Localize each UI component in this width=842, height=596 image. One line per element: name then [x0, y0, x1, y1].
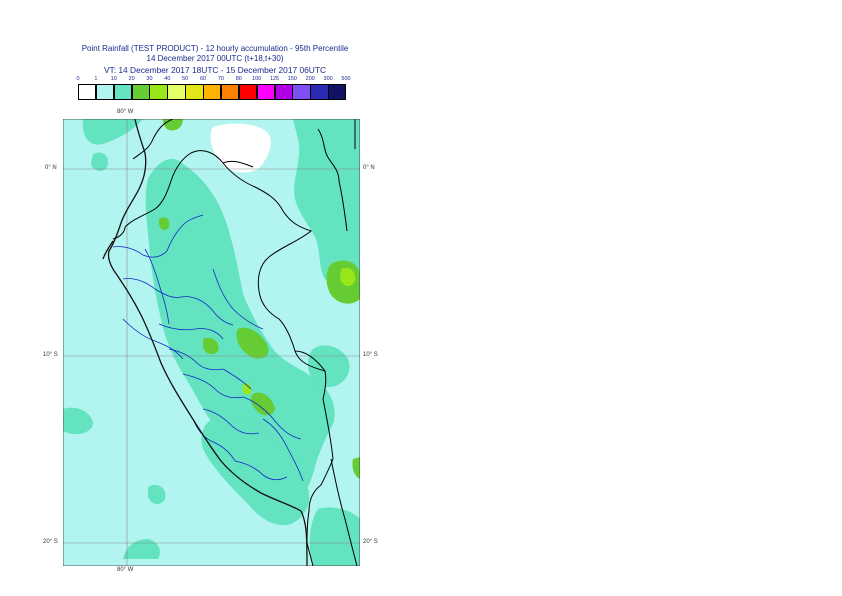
- legend-tick-label: 1: [94, 76, 98, 82]
- lat-label-10-right: 10° S: [363, 352, 378, 358]
- legend-tick-label: 100: [252, 76, 262, 82]
- legend-color-box: [167, 84, 186, 100]
- map-subtitle-validity: VT: 14 December 2017 18UTC - 15 December…: [103, 65, 327, 75]
- legend-tick-label: 10: [110, 76, 117, 82]
- rainfall-zone-30-40: [242, 267, 356, 395]
- lat-label-0-right: 0° N: [363, 165, 375, 171]
- legend-color-box: [274, 84, 293, 100]
- legend-tick-label: 20: [128, 76, 135, 82]
- legend-color-box: [256, 84, 276, 100]
- legend-tick-label: 80: [235, 76, 242, 82]
- rainfall-map: [63, 119, 360, 566]
- legend-color-box: [292, 84, 311, 100]
- legend-color-box: [328, 84, 347, 100]
- legend-color-box: [131, 84, 150, 100]
- legend-tick-label: 70: [217, 76, 224, 82]
- legend-color-box: [113, 84, 133, 100]
- dry-area: [210, 123, 271, 173]
- legend-color-box: [310, 84, 329, 100]
- legend-tick-label: 60: [200, 76, 207, 82]
- legend-color-box: [149, 84, 168, 100]
- country-boundaries: [112, 119, 358, 566]
- legend-tick-label: 0: [76, 76, 80, 82]
- legend-color-box: [95, 84, 115, 100]
- map-subtitle-run: 14 December 2017 00UTC (t+18,t+30): [146, 54, 284, 63]
- legend-tick-label: 50: [182, 76, 189, 82]
- lon-label-top: 80° W: [117, 109, 134, 115]
- legend-color-box: [185, 84, 204, 100]
- lat-label-20-right: 20° S: [363, 539, 378, 545]
- legend-color-box: [203, 84, 222, 100]
- legend-tick-label: 300: [323, 76, 333, 82]
- legend-tick-label: 200: [305, 76, 315, 82]
- legend-color-box: [78, 84, 97, 100]
- regional-boundaries: [112, 214, 304, 482]
- color-legend: 0 1 10 20 30 40 50 60 70 80 100 125 150 200 300 500: [76, 76, 351, 102]
- legend-tick-label: 500: [341, 76, 351, 82]
- legend-tick-label: 125: [269, 76, 280, 82]
- legend-color-box: [220, 84, 240, 100]
- coastline: [102, 119, 308, 566]
- legend-tick-label: 40: [164, 76, 171, 82]
- legend-color-box: [238, 84, 258, 100]
- lat-label-0-left: 0° N: [45, 165, 57, 171]
- map-title: Point Rainfall (TEST PRODUCT) - 12 hourl…: [81, 44, 349, 53]
- lat-label-10-left: 10° S: [43, 352, 58, 358]
- legend-tick-label: 30: [146, 76, 153, 82]
- lon-label-bottom: 80° W: [117, 567, 134, 573]
- lat-label-20-left: 20° S: [43, 539, 58, 545]
- legend-tick-label: 150: [287, 76, 297, 82]
